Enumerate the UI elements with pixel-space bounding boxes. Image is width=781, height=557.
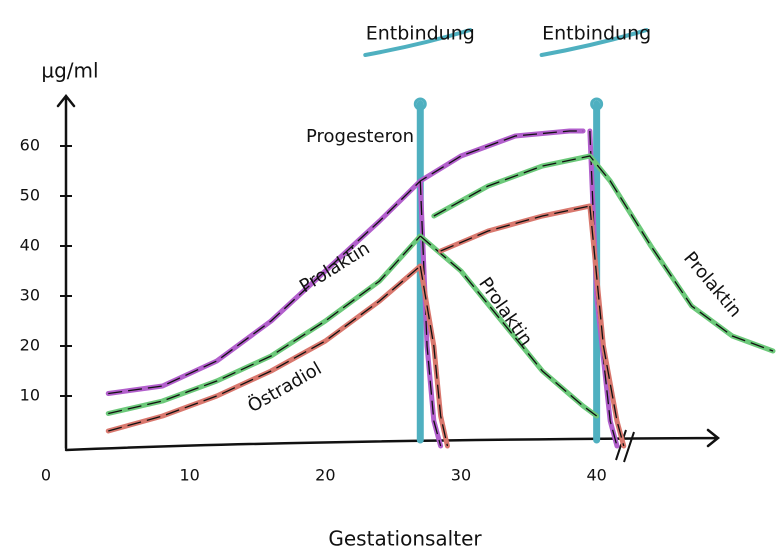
delivery-underline [363,28,473,57]
y-tick-label: 50 [20,186,40,205]
delivery-marker [590,97,604,111]
x-tick-label: 0 [41,466,51,485]
y-tick-label: 30 [20,286,40,305]
y-tick-label: 10 [20,386,40,405]
x-axis [64,428,721,452]
series-line [105,153,776,419]
y-tick-label: 20 [20,336,40,355]
y-tick-label: 40 [20,236,40,255]
series-label: Prolaktin [296,238,374,297]
annotation: Prolaktin [474,274,536,350]
x-axis-label: Gestationsalter [328,527,482,551]
y-axis [56,93,76,450]
annotation: Prolaktin [679,248,746,322]
delivery-underline [539,28,649,57]
x-tick-label: 10 [179,466,199,485]
delivery-label: Entbindung [366,23,475,45]
y-axis-label: µg/ml [41,59,98,83]
series-outline [108,205,625,447]
series-line [105,128,620,449]
series-outline [108,155,774,417]
series-label: Progesteron [306,126,414,147]
y-tick-label: 60 [20,136,40,155]
delivery-marker [413,97,427,111]
delivery-label: Entbindung [542,23,651,45]
series-outline [108,130,618,447]
x-tick-label: 20 [315,466,335,485]
x-tick-label: 40 [586,466,606,485]
series-line [105,203,627,449]
x-tick-label: 30 [451,466,471,485]
